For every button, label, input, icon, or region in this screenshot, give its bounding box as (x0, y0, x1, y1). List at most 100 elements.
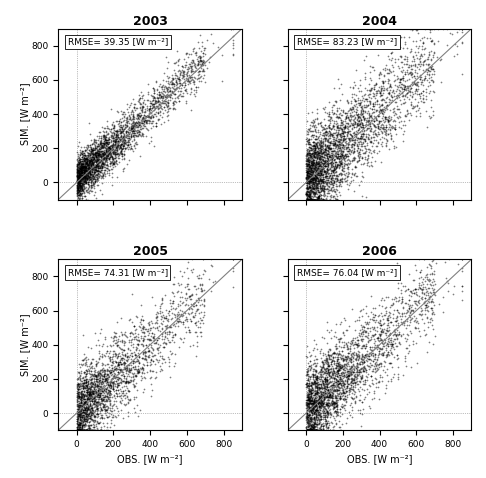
Point (105, 366, 113, 374)
Point (336, 392, 344, 400)
Point (323, 376, 331, 383)
Point (304, 426, 312, 434)
Point (336, 114, 344, 121)
Point (311, 414, 318, 422)
Point (394, 373, 402, 381)
Point (305, 391, 312, 399)
Point (312, 396, 320, 404)
Point (87, 182, 95, 190)
Point (315, 375, 323, 382)
Point (322, 401, 330, 408)
Point (313, 186, 321, 194)
Point (310, 152, 318, 160)
Point (90, 381, 98, 389)
Point (325, 127, 332, 135)
Point (316, 409, 324, 417)
Point (338, 377, 346, 385)
Point (190, 47, 197, 55)
Point (74, 415, 82, 423)
Point (371, 127, 379, 134)
Point (345, 113, 352, 120)
Point (164, 77, 172, 85)
Point (336, 152, 344, 160)
Point (309, 120, 317, 127)
Point (307, 146, 315, 154)
Point (350, 341, 358, 348)
Point (303, 169, 311, 176)
Point (97, 162, 105, 169)
Point (312, 126, 319, 134)
Point (105, 148, 113, 156)
Point (406, 92, 414, 99)
Point (311, 402, 318, 410)
Point (324, 169, 332, 176)
Point (79, 408, 87, 416)
Point (134, 126, 141, 134)
Point (323, 109, 331, 117)
Point (313, 169, 321, 176)
Point (197, 288, 205, 295)
Point (90, 379, 98, 386)
Point (90, 385, 98, 393)
Point (92, 148, 100, 156)
Point (85, 404, 92, 412)
Point (182, 296, 190, 304)
Point (383, 326, 391, 334)
Point (120, 138, 128, 146)
Point (93, 182, 101, 189)
Point (322, 371, 330, 379)
Point (329, 153, 337, 161)
Point (310, 142, 317, 150)
Point (178, 312, 186, 320)
Point (86, 370, 93, 378)
Point (77, 411, 85, 418)
Point (109, 384, 117, 392)
Point (302, 424, 310, 431)
Point (172, 81, 180, 88)
Point (78, 169, 86, 176)
Point (81, 372, 88, 380)
Point (102, 146, 110, 154)
Point (196, 324, 204, 331)
Point (121, 374, 128, 381)
Point (345, 356, 352, 363)
Point (90, 391, 98, 398)
Point (338, 166, 346, 174)
Point (426, 261, 434, 269)
Point (308, 178, 316, 185)
Point (80, 376, 87, 384)
Point (170, 66, 178, 74)
Point (80, 183, 88, 191)
Point (370, 82, 378, 89)
Point (310, 391, 318, 399)
Point (401, 40, 409, 47)
Point (361, 393, 369, 401)
Point (308, 196, 316, 203)
Point (144, 113, 152, 120)
Point (359, 336, 366, 343)
Point (358, 124, 366, 131)
Point (382, 121, 390, 129)
Point (355, 125, 363, 133)
Point (193, 342, 201, 350)
Point (367, 125, 375, 133)
Point (118, 152, 126, 160)
Point (383, 351, 391, 358)
Point (331, 139, 339, 147)
Point (139, 94, 146, 102)
Point (355, 120, 363, 128)
Point (88, 139, 96, 147)
Point (309, 159, 317, 166)
Point (156, 362, 164, 370)
Point (140, 120, 148, 128)
Point (316, 426, 324, 434)
Point (383, 105, 391, 113)
Point (332, 359, 340, 367)
Point (81, 379, 88, 387)
Point (149, 97, 157, 104)
Point (458, 297, 466, 304)
Point (313, 153, 321, 161)
Point (114, 361, 122, 369)
Point (189, 300, 197, 307)
Point (307, 152, 314, 160)
